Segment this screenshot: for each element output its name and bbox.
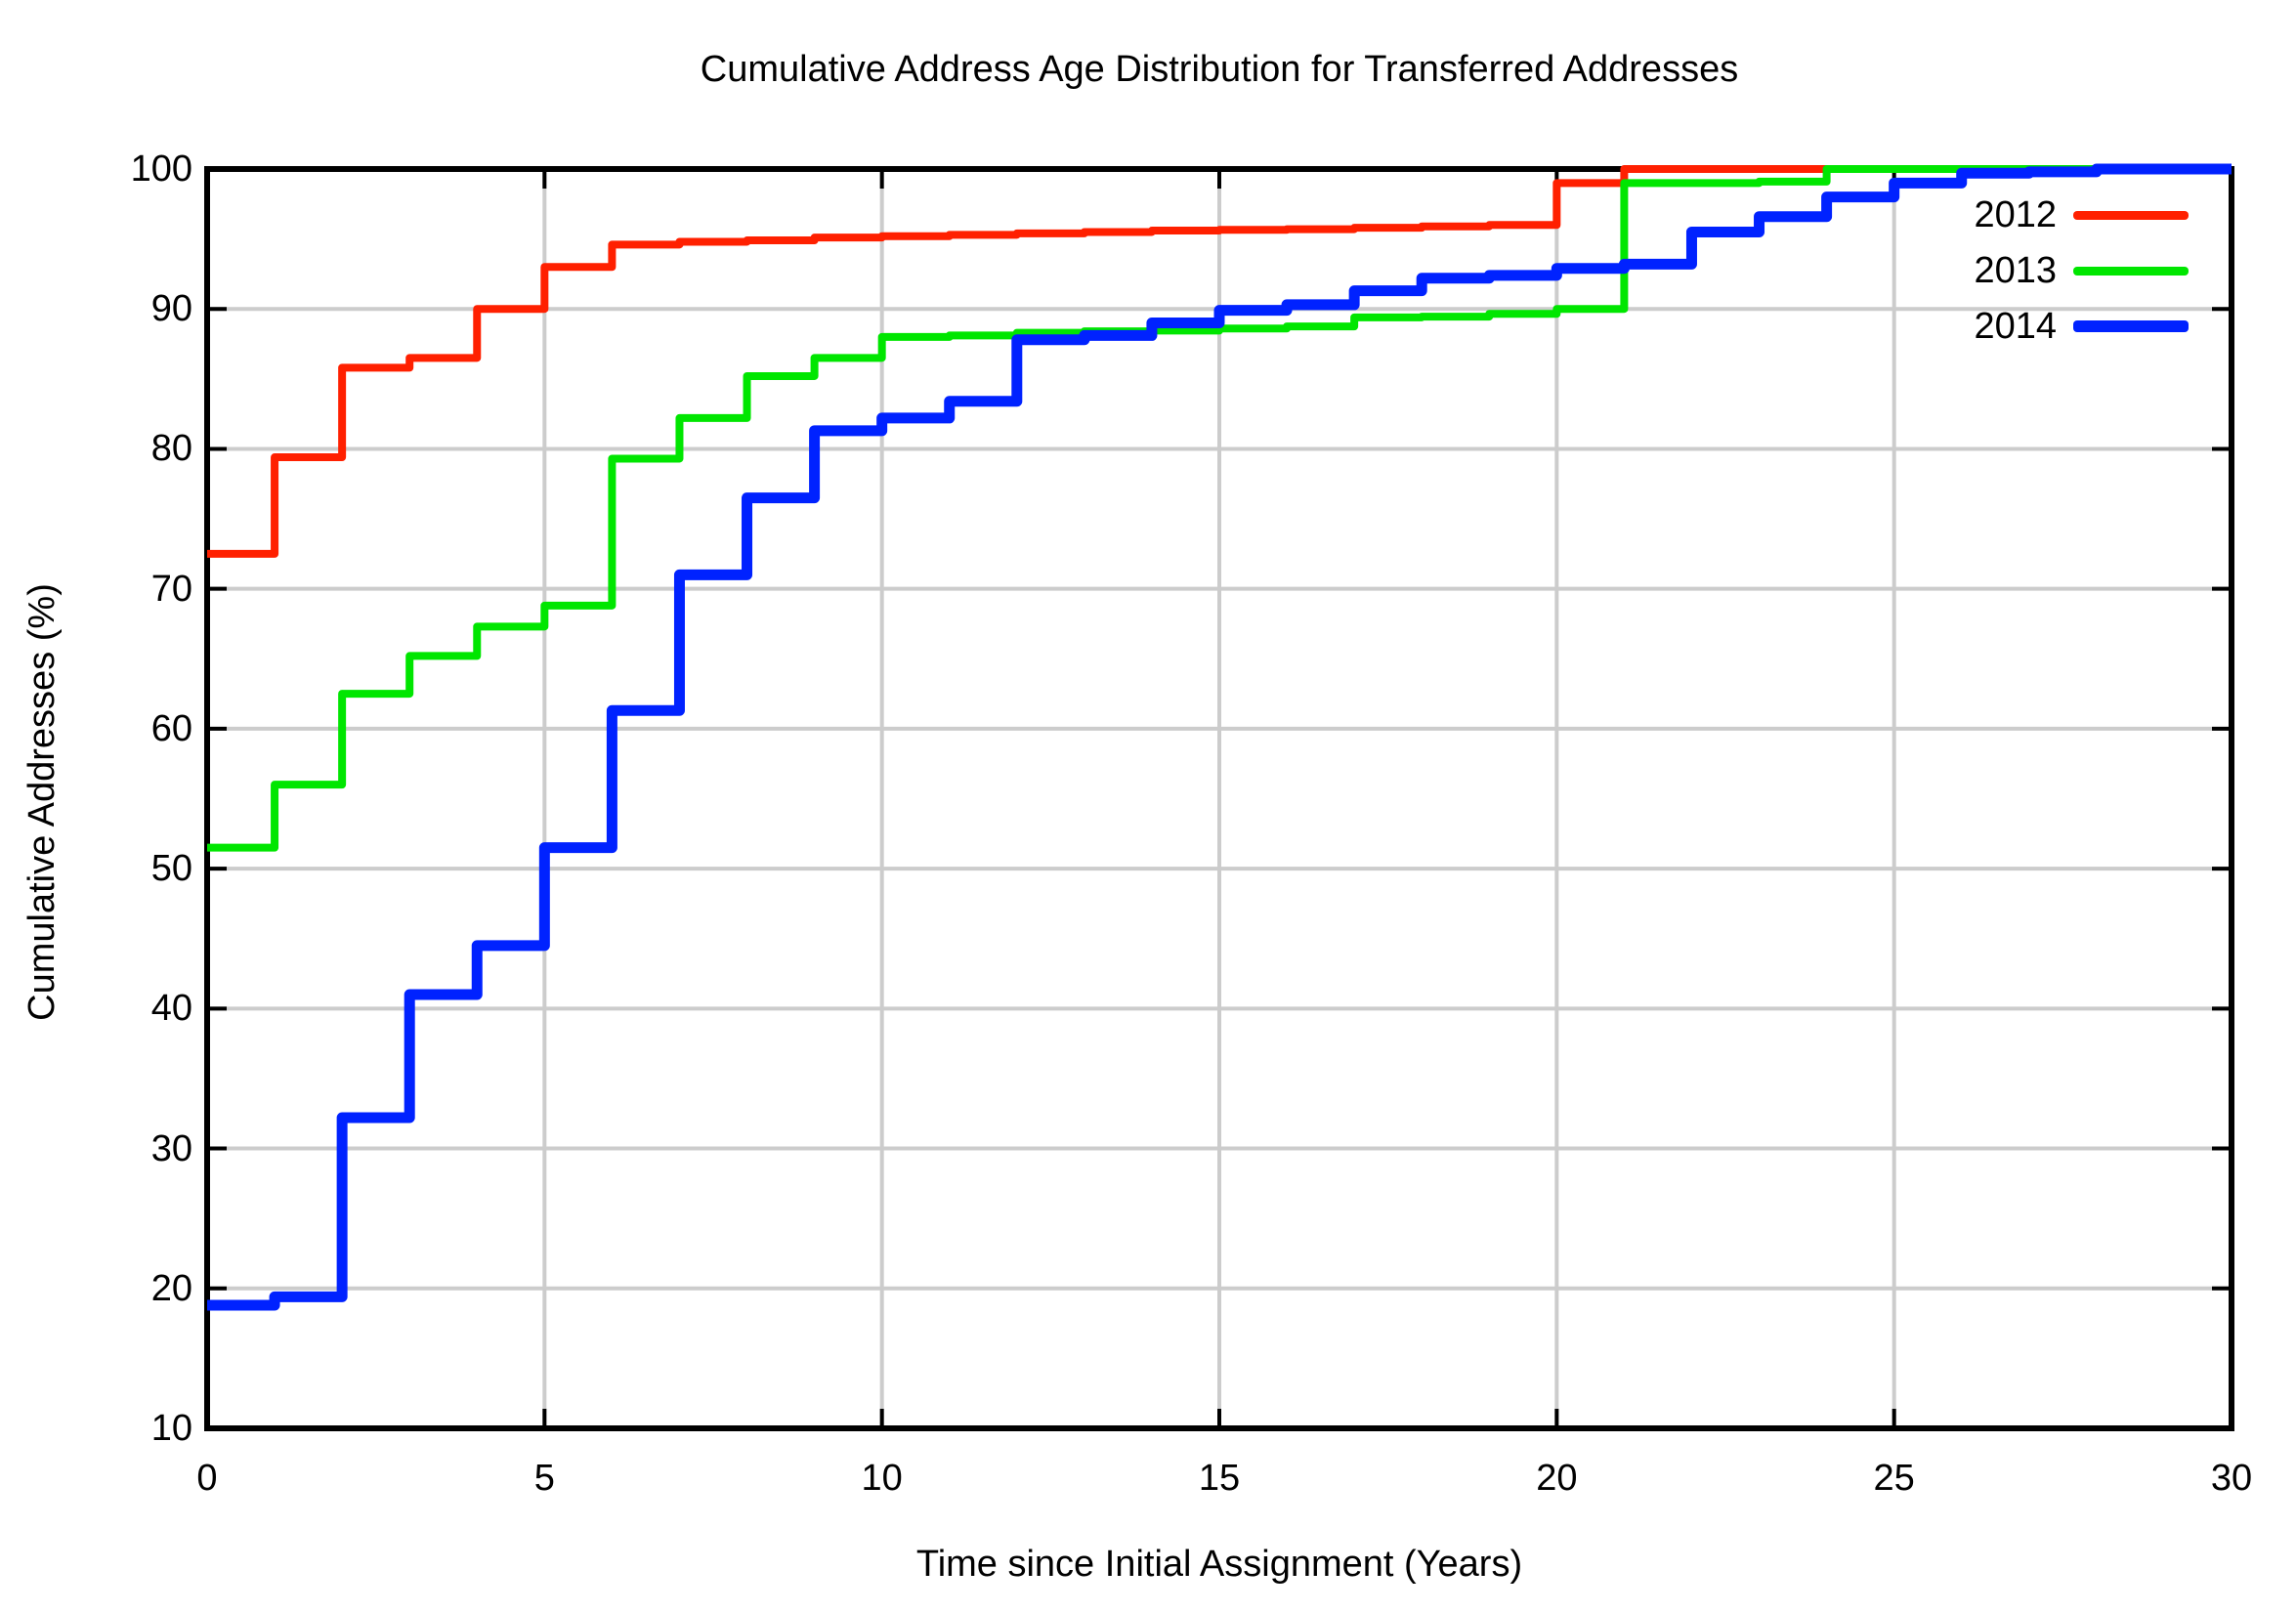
legend-label-2014: 2014: [1974, 306, 2057, 347]
legend-line-sample-2013: [2073, 267, 2189, 276]
legend-line-sample-2014: [2073, 320, 2189, 332]
x-tick-label-15: 15: [1198, 1458, 1241, 1499]
legend-label-2012: 2012: [1974, 194, 2057, 235]
series-line-2014: [207, 163, 2232, 1311]
y-tick-label-60: 60: [150, 707, 192, 749]
y-tick-label-50: 50: [150, 848, 192, 890]
x-tick-label-20: 20: [1536, 1458, 1578, 1499]
x-tick-label-0: 0: [196, 1458, 218, 1499]
y-tick-label-30: 30: [150, 1127, 192, 1169]
y-tick-label-20: 20: [150, 1267, 192, 1309]
chart-title: Cumulative Address Age Distribution for …: [700, 49, 1739, 90]
y-tick-label-70: 70: [150, 568, 192, 610]
x-tick-label-5: 5: [533, 1458, 555, 1499]
legend-label-2013: 2013: [1974, 250, 2057, 291]
y-tick-label-40: 40: [150, 988, 192, 1030]
y-tick-label-90: 90: [150, 288, 192, 330]
y-tick-label-80: 80: [150, 428, 192, 470]
x-tick-label-30: 30: [2210, 1458, 2253, 1499]
legend-line-sample-2012: [2073, 211, 2189, 220]
series-line-2012: [207, 165, 2232, 558]
x-tick-label-25: 25: [1873, 1458, 1915, 1499]
y-tick-label-100: 100: [130, 148, 192, 190]
x-axis-label: Time since Initial Assignment (Years): [915, 1544, 1523, 1585]
y-tick-label-10: 10: [150, 1408, 192, 1449]
x-tick-label-10: 10: [861, 1458, 903, 1499]
